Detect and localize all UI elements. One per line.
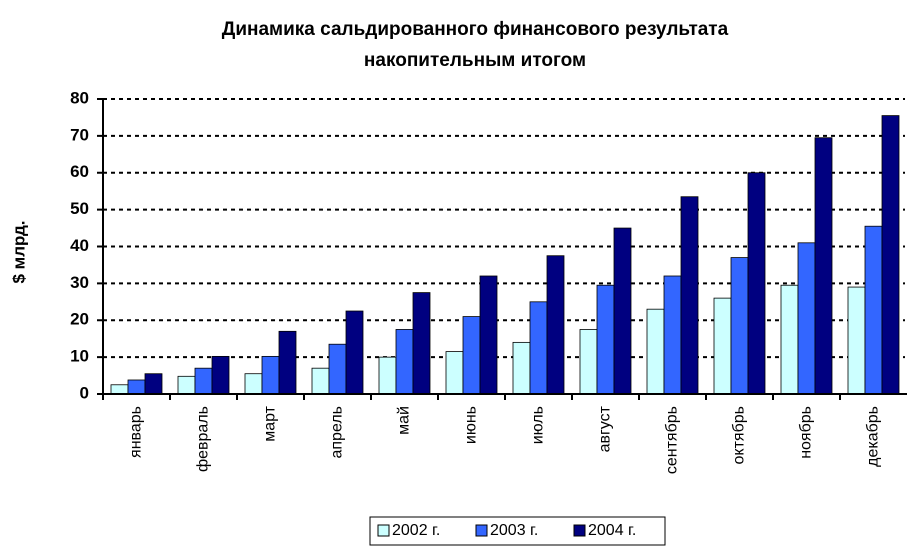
bar	[144, 373, 163, 395]
x-tick-label: январь	[128, 406, 145, 458]
bar	[613, 227, 632, 395]
bar	[847, 286, 866, 395]
bar	[462, 316, 481, 395]
legend-label: 2003 г.	[490, 522, 538, 539]
y-tick-label: 0	[80, 383, 89, 402]
bar	[713, 297, 732, 395]
y-tick-label: 40	[70, 236, 89, 255]
bar	[780, 284, 799, 395]
x-tick-label: август	[597, 405, 614, 452]
legend-label: 2002 г.	[392, 522, 440, 539]
y-tick-label: 50	[70, 199, 89, 218]
bar	[881, 115, 900, 395]
x-tick-label: июль	[530, 406, 547, 444]
legend-swatch	[377, 524, 390, 537]
legend-label: 2004 г.	[588, 522, 636, 539]
bar	[479, 275, 498, 395]
y-tick-label: 20	[70, 310, 89, 329]
x-tick-label: сентябрь	[664, 406, 681, 474]
x-tick-label: октябрь	[731, 406, 748, 464]
bar	[864, 225, 883, 395]
bar	[412, 292, 431, 395]
legend-box	[369, 516, 666, 546]
bar	[328, 343, 347, 395]
bar	[194, 367, 213, 395]
bar	[177, 375, 196, 395]
bar	[797, 242, 816, 395]
bar	[378, 356, 397, 395]
y-tick-label: 70	[70, 125, 89, 144]
x-tick-label: февраль	[195, 406, 212, 472]
bar	[278, 330, 297, 395]
bar	[110, 384, 129, 395]
bar	[529, 301, 548, 395]
bar	[730, 257, 749, 395]
chart-title: накопительным итогом	[364, 50, 586, 71]
x-tick-label: ноябрь	[798, 406, 815, 459]
bar	[596, 284, 615, 395]
bar	[244, 373, 263, 395]
bar	[680, 196, 699, 395]
y-tick-label: 80	[70, 88, 89, 107]
y-tick-label: 10	[70, 347, 89, 366]
bar	[311, 367, 330, 395]
chart-title: Динамика сальдированного финансового рез…	[222, 19, 729, 40]
legend-swatch	[573, 524, 586, 537]
y-tick-label: 30	[70, 273, 89, 292]
bar	[211, 355, 230, 395]
x-tick-label: апрель	[329, 406, 346, 459]
x-tick-label: июнь	[463, 406, 480, 444]
bar	[546, 255, 565, 395]
bar	[395, 329, 414, 395]
bar	[814, 137, 833, 395]
x-tick-label: март	[262, 405, 279, 441]
bar	[663, 275, 682, 395]
legend-swatch	[475, 524, 488, 537]
bar	[512, 341, 531, 395]
bar	[747, 172, 766, 395]
bar	[445, 351, 464, 395]
bar	[127, 379, 146, 395]
y-tick-label: 60	[70, 162, 89, 181]
x-tick-label: декабрь	[865, 406, 882, 467]
bar	[646, 308, 665, 395]
bar	[261, 355, 280, 395]
x-tick-label: май	[396, 406, 413, 435]
y-axis-title: $ млрд.	[9, 220, 28, 283]
bar	[579, 329, 598, 395]
bar	[345, 310, 364, 395]
